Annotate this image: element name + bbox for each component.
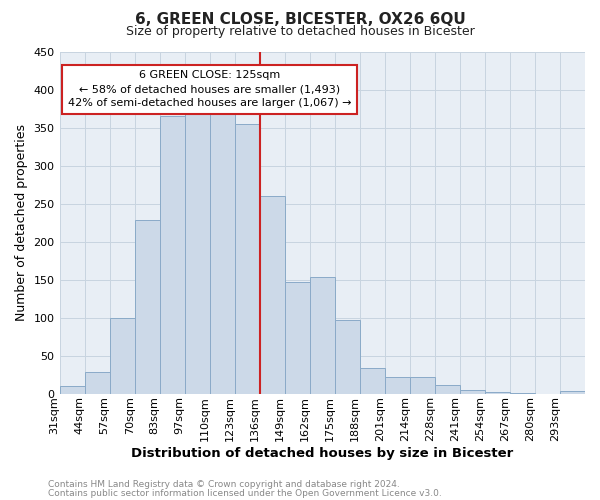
Bar — [310, 277, 335, 394]
Bar — [485, 392, 510, 394]
Bar — [510, 393, 535, 394]
Bar — [209, 108, 235, 394]
Bar — [110, 318, 134, 394]
Bar — [185, 112, 209, 394]
Bar — [160, 116, 185, 394]
Bar — [360, 368, 385, 394]
X-axis label: Distribution of detached houses by size in Bicester: Distribution of detached houses by size … — [131, 447, 514, 460]
Bar — [335, 320, 360, 394]
Text: 6, GREEN CLOSE, BICESTER, OX26 6QU: 6, GREEN CLOSE, BICESTER, OX26 6QU — [134, 12, 466, 28]
Bar — [460, 390, 485, 394]
Text: Contains HM Land Registry data © Crown copyright and database right 2024.: Contains HM Land Registry data © Crown c… — [48, 480, 400, 489]
Bar — [260, 196, 285, 394]
Bar — [385, 377, 410, 394]
Text: Contains public sector information licensed under the Open Government Licence v3: Contains public sector information licen… — [48, 488, 442, 498]
Bar — [435, 385, 460, 394]
Bar — [85, 372, 110, 394]
Y-axis label: Number of detached properties: Number of detached properties — [15, 124, 28, 321]
Bar — [134, 220, 160, 394]
Text: Size of property relative to detached houses in Bicester: Size of property relative to detached ho… — [125, 25, 475, 38]
Bar — [285, 282, 310, 394]
Bar — [560, 392, 585, 394]
Bar — [410, 377, 435, 394]
Bar — [235, 124, 260, 394]
Bar — [59, 386, 85, 394]
Text: 6 GREEN CLOSE: 125sqm
← 58% of detached houses are smaller (1,493)
42% of semi-d: 6 GREEN CLOSE: 125sqm ← 58% of detached … — [68, 70, 351, 108]
